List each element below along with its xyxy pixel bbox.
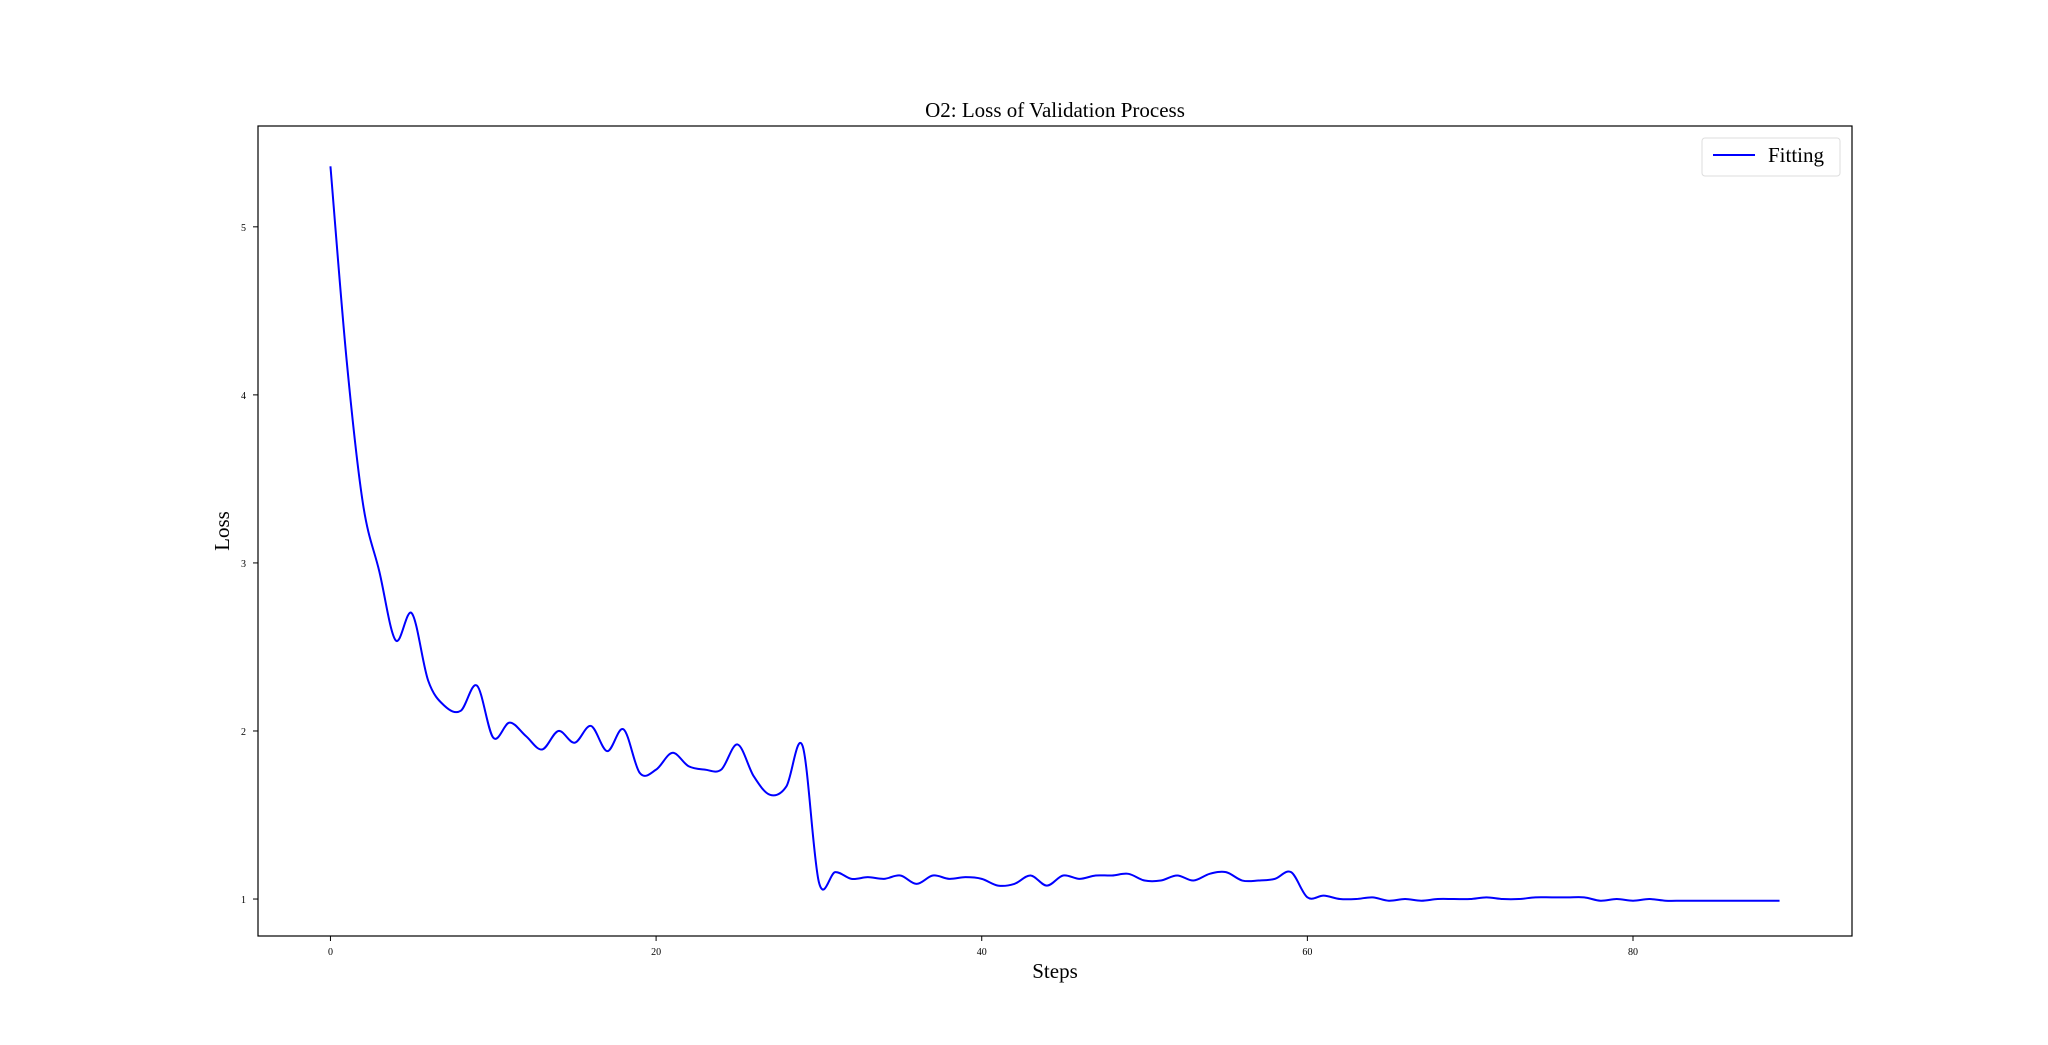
x-axis-label: Steps — [1032, 959, 1078, 983]
legend: Fitting — [1701, 137, 1841, 177]
plot-frame — [257, 125, 1853, 937]
x-axis-ticks: 0 20 40 60 80 — [328, 936, 1638, 958]
y-axis-ticks: 1 2 3 4 5 — [241, 223, 258, 906]
x-tick-label: 40 — [977, 947, 987, 958]
y-tick-label: 1 — [241, 895, 246, 906]
y-tick-label: 4 — [241, 391, 246, 402]
chart-title: O2: Loss of Validation Process — [925, 98, 1185, 122]
y-tick-label: 5 — [241, 223, 246, 234]
y-tick-label: 2 — [241, 727, 246, 738]
x-tick-label: 20 — [651, 947, 661, 958]
x-tick-label: 0 — [328, 947, 333, 958]
series-line-fitting — [329, 166, 1780, 902]
y-axis-label: Loss — [210, 511, 234, 551]
legend-box — [1701, 137, 1841, 177]
x-tick-label: 60 — [1302, 947, 1312, 958]
legend-label-fitting: Fitting — [1768, 143, 1825, 167]
x-tick-label: 80 — [1628, 947, 1638, 958]
y-tick-label: 3 — [241, 559, 246, 570]
